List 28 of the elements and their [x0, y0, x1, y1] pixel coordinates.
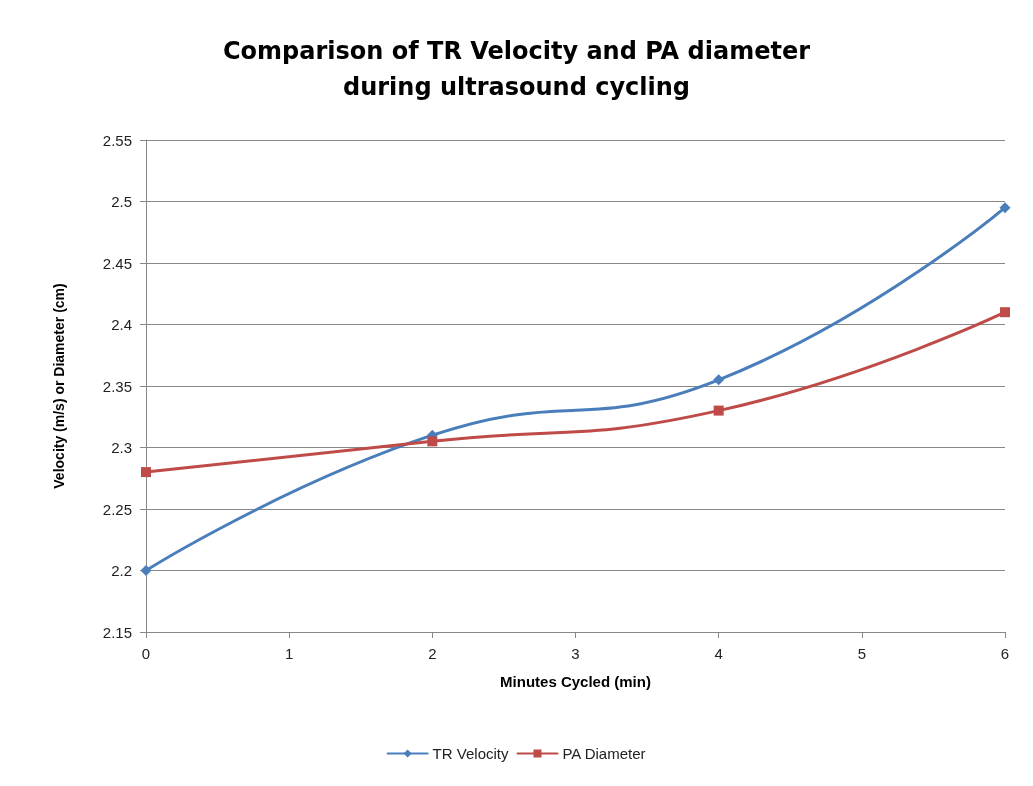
- y-tick-label: 2.45: [102, 254, 132, 272]
- point: [140, 565, 152, 576]
- legend-label: TR Velocity: [432, 745, 509, 762]
- x-tick-label: 6: [1000, 645, 1010, 662]
- y-tick-label: 2.4: [111, 316, 132, 333]
- legend-label: PA Diameter: [562, 745, 646, 762]
- y-axis-title: Velocity (m/s) or Diameter (cm): [51, 283, 67, 489]
- y-tick-label: 2.5: [111, 193, 132, 210]
- point: [427, 436, 438, 447]
- x-tick-label: 1: [284, 645, 294, 662]
- x-tick-label: 4: [714, 645, 723, 662]
- x-tick-label: 2: [428, 645, 437, 662]
- chart-title: Comparison of TR Velocity and PA diameter during ultrasound cycling: [222, 37, 811, 101]
- x-axis-title: Minutes Cycled (min): [500, 673, 651, 690]
- point: [141, 467, 151, 478]
- point: [713, 405, 724, 416]
- y-tick-label: 2.55: [102, 131, 132, 149]
- x-tick-label: 5: [857, 645, 867, 662]
- y-tick-label: 2.2: [111, 562, 132, 579]
- y-tick-label: 2.25: [102, 500, 132, 518]
- y-tick-label: 2.15: [102, 623, 132, 641]
- y-tick-label: 2.35: [102, 377, 132, 395]
- x-tick-label: 0: [141, 645, 151, 662]
- point: [1000, 307, 1010, 318]
- y-tick-label: 2.3: [111, 439, 132, 456]
- point: [713, 374, 725, 386]
- point: [999, 202, 1011, 214]
- x-tick-label: 3: [571, 645, 580, 662]
